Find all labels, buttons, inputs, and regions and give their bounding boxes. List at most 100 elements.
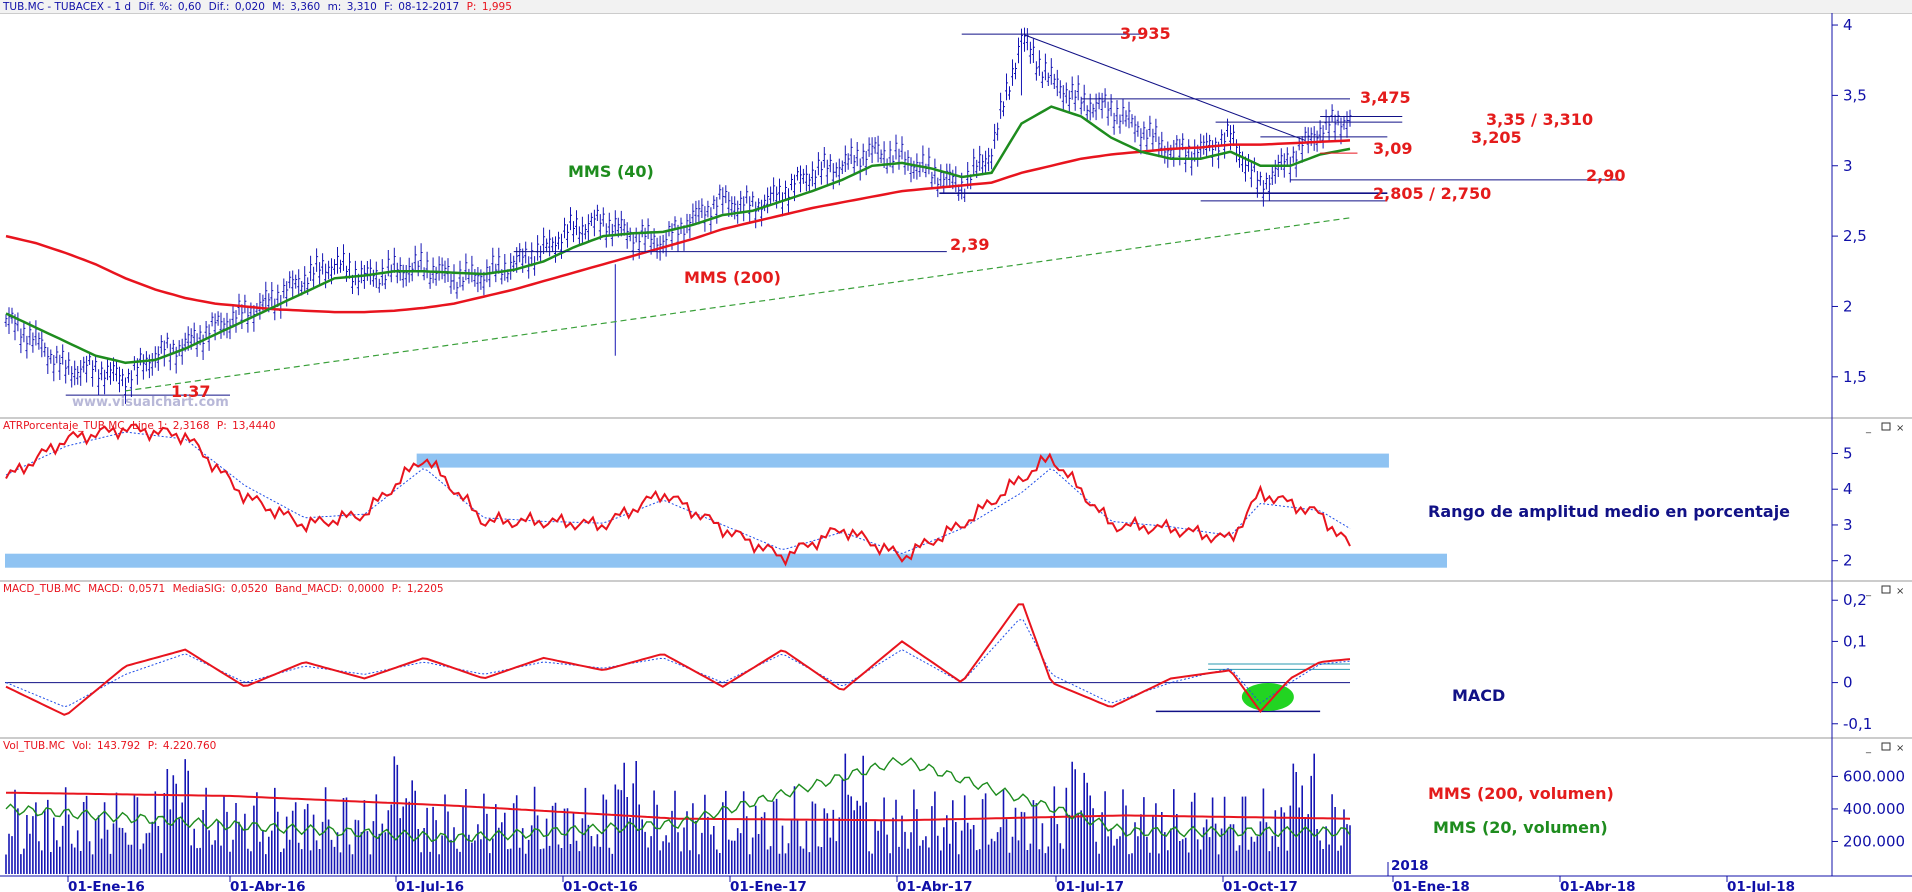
atr-axis-tick-label: 4 bbox=[1843, 480, 1853, 498]
vol-header-p-label: P: bbox=[148, 740, 158, 752]
x-axis-tick-label: 01-Ene-16 bbox=[68, 879, 145, 892]
minimize-icon[interactable]: _ bbox=[1865, 586, 1872, 597]
atr-lower-band bbox=[5, 553, 1447, 568]
price-header: TUB.MC - TUBACEX - 1 d Dif. %: 0,60 Dif.… bbox=[0, 0, 1912, 13]
x-axis-tick-label: 01-Abr-17 bbox=[897, 879, 973, 892]
panel-frames bbox=[0, 12, 1912, 877]
macd-signal-line bbox=[5, 619, 1351, 708]
atr-upper-band bbox=[416, 453, 1389, 468]
maximize-icon[interactable] bbox=[1881, 422, 1891, 431]
price-bars bbox=[4, 27, 1352, 404]
macd-header-macd: 0,0571 bbox=[128, 583, 165, 595]
svg-text:MACD_TUB.MC MACD:: MACD_TUB.MC MACD: 0,0571 MediaSIG: 0,052… bbox=[3, 583, 444, 595]
price-axis-tick-label: 3,5 bbox=[1843, 86, 1867, 104]
vol-header-vol-label: Vol: bbox=[72, 740, 91, 752]
macd-axis-tick-label: 0 bbox=[1843, 674, 1853, 692]
macd-header-band: 0,0000 bbox=[348, 583, 385, 595]
vol-header-vol: 143.792 bbox=[97, 740, 140, 752]
macd-axis-tick-label: 0,2 bbox=[1843, 591, 1867, 609]
macd-window-buttons[interactable]: _ × bbox=[1865, 585, 1904, 597]
price-axis-tick-label: 1,5 bbox=[1843, 368, 1867, 386]
price-panel bbox=[4, 27, 1352, 404]
price-header-max: 3,360 bbox=[290, 1, 320, 13]
atr-panel-title: Rango de amplitud medio en porcentaje bbox=[1428, 502, 1790, 521]
macd-line bbox=[5, 603, 1351, 716]
atr-axis-tick-label: 3 bbox=[1843, 516, 1853, 534]
atr-bands bbox=[5, 453, 1447, 568]
price-header-dif-label: Dif.: bbox=[209, 1, 230, 13]
price-header-min-label: m: bbox=[328, 1, 342, 13]
svg-text:Vol_TUB.MC Vol: 14: Vol_TUB.MC Vol: 143.792 P: 4.220.760 bbox=[3, 740, 216, 752]
price-header-max-label: M: bbox=[272, 1, 285, 13]
vol-mms20-label: MMS (20, volumen) bbox=[1433, 818, 1608, 837]
mms200-line bbox=[5, 139, 1351, 314]
atr-panel bbox=[5, 423, 1351, 567]
price-header-min: 3,310 bbox=[347, 1, 377, 13]
label-high: 3,935 bbox=[1120, 24, 1171, 43]
atr-window-buttons[interactable]: _ × bbox=[1865, 422, 1904, 434]
price-header-fecha: 08-12-2017 bbox=[398, 1, 459, 13]
mms40-line bbox=[5, 105, 1351, 365]
atr-header-p: 13,4440 bbox=[232, 420, 275, 432]
price-axis-tick-label: 2,5 bbox=[1843, 227, 1867, 245]
macd-header-title: MACD_TUB.MC bbox=[3, 583, 81, 595]
price-header-p-label: P: bbox=[467, 1, 477, 13]
atr-line bbox=[5, 423, 1351, 567]
x-axis-tick-label: 01-Jul-17 bbox=[1056, 879, 1124, 892]
label-290: 2,90 bbox=[1586, 166, 1625, 185]
trend-line bbox=[125, 217, 1351, 392]
atr-header-line1: 2,3168 bbox=[173, 420, 210, 432]
price-header-dif-pct-label: Dif. %: bbox=[138, 1, 172, 13]
axes: 1,5 2 2,5 3 3,5 4 2 3 4 5 -0,1 0 0,1 0,2 200.000 400.00… bbox=[67, 16, 1905, 892]
close-icon[interactable]: × bbox=[1896, 586, 1904, 597]
vol-header-p: 4.220.760 bbox=[163, 740, 216, 752]
macd-header-p-label: P: bbox=[392, 583, 402, 595]
label-3475: 3,475 bbox=[1360, 88, 1411, 107]
descending-trendline bbox=[1024, 34, 1306, 141]
maximize-icon[interactable] bbox=[1881, 585, 1891, 594]
vol-mms200-label: MMS (200, volumen) bbox=[1428, 784, 1614, 803]
macd-header-p: 1,2205 bbox=[407, 583, 444, 595]
macd-panel bbox=[5, 603, 1351, 716]
price-axis-tick-label: 4 bbox=[1843, 16, 1853, 34]
x-axis-tick-label: 01-Abr-16 bbox=[230, 879, 306, 892]
close-icon[interactable]: × bbox=[1896, 423, 1904, 434]
vol-axis-tick-label: 400.000 bbox=[1843, 800, 1905, 818]
atr-header-p-label: P: bbox=[217, 420, 227, 432]
x-axis-tick-label: 01-Oct-16 bbox=[563, 879, 638, 892]
close-icon[interactable]: × bbox=[1896, 743, 1904, 754]
maximize-icon[interactable] bbox=[1881, 742, 1891, 751]
x-axis-tick-label: 01-Ene-17 bbox=[730, 879, 807, 892]
annotations: 3,935 3,475 3,35 / 3,310 3,205 3,09 2,90… bbox=[72, 24, 1790, 837]
macd-header-sig-label: MediaSIG: bbox=[173, 583, 226, 595]
label-mms200: MMS (200) bbox=[684, 268, 781, 287]
label-2805: 2,805 / 2,750 bbox=[1373, 184, 1491, 203]
vol-window-buttons[interactable]: _ × bbox=[1865, 742, 1904, 754]
x-axis-tick-label: 01-Oct-17 bbox=[1223, 879, 1298, 892]
price-axis-tick-label: 2 bbox=[1843, 297, 1853, 315]
label-mms40: MMS (40) bbox=[568, 162, 654, 181]
atr-axis-tick-label: 5 bbox=[1843, 444, 1853, 462]
atr-axis-tick-label: 2 bbox=[1843, 552, 1853, 570]
label-3205: 3,205 bbox=[1471, 128, 1522, 147]
year-marker-label: 2018 bbox=[1391, 858, 1429, 874]
vol-axis-tick-label: 600.000 bbox=[1843, 767, 1905, 785]
macd-header-band-label: Band_MACD: bbox=[275, 583, 342, 595]
atr-header: ATRPorcentaje_TUB.MC Line 1: 2,3168 P: 1… bbox=[3, 420, 276, 432]
vol-axis-tick-label: 200.000 bbox=[1843, 832, 1905, 850]
volume-bars bbox=[5, 753, 1351, 874]
vol-mms200-line bbox=[6, 791, 1351, 822]
minimize-icon[interactable]: _ bbox=[1865, 743, 1872, 754]
macd-header: MACD_TUB.MC MACD: 0,0571 MediaSIG: 0,052… bbox=[3, 583, 444, 595]
support-resistance-lines bbox=[65, 33, 1619, 396]
svg-text:TUB.MC - TUBACEX - 1 d D: TUB.MC - TUBACEX - 1 d Dif. %: 0,60 Dif.… bbox=[2, 1, 512, 13]
minimize-icon[interactable]: _ bbox=[1865, 423, 1872, 434]
price-header-p: 1,995 bbox=[482, 1, 512, 13]
x-axis-tick-label: 01-Jul-16 bbox=[396, 879, 464, 892]
atr-header-line1-label: Line 1: bbox=[132, 420, 167, 432]
label-239: 2,39 bbox=[950, 235, 989, 254]
volume-bars-path bbox=[5, 753, 1351, 874]
price-header-dif: 0,020 bbox=[235, 1, 265, 13]
x-axis-tick-label: 01-Ene-18 bbox=[1393, 879, 1470, 892]
price-axis-tick-label: 3 bbox=[1843, 157, 1853, 175]
